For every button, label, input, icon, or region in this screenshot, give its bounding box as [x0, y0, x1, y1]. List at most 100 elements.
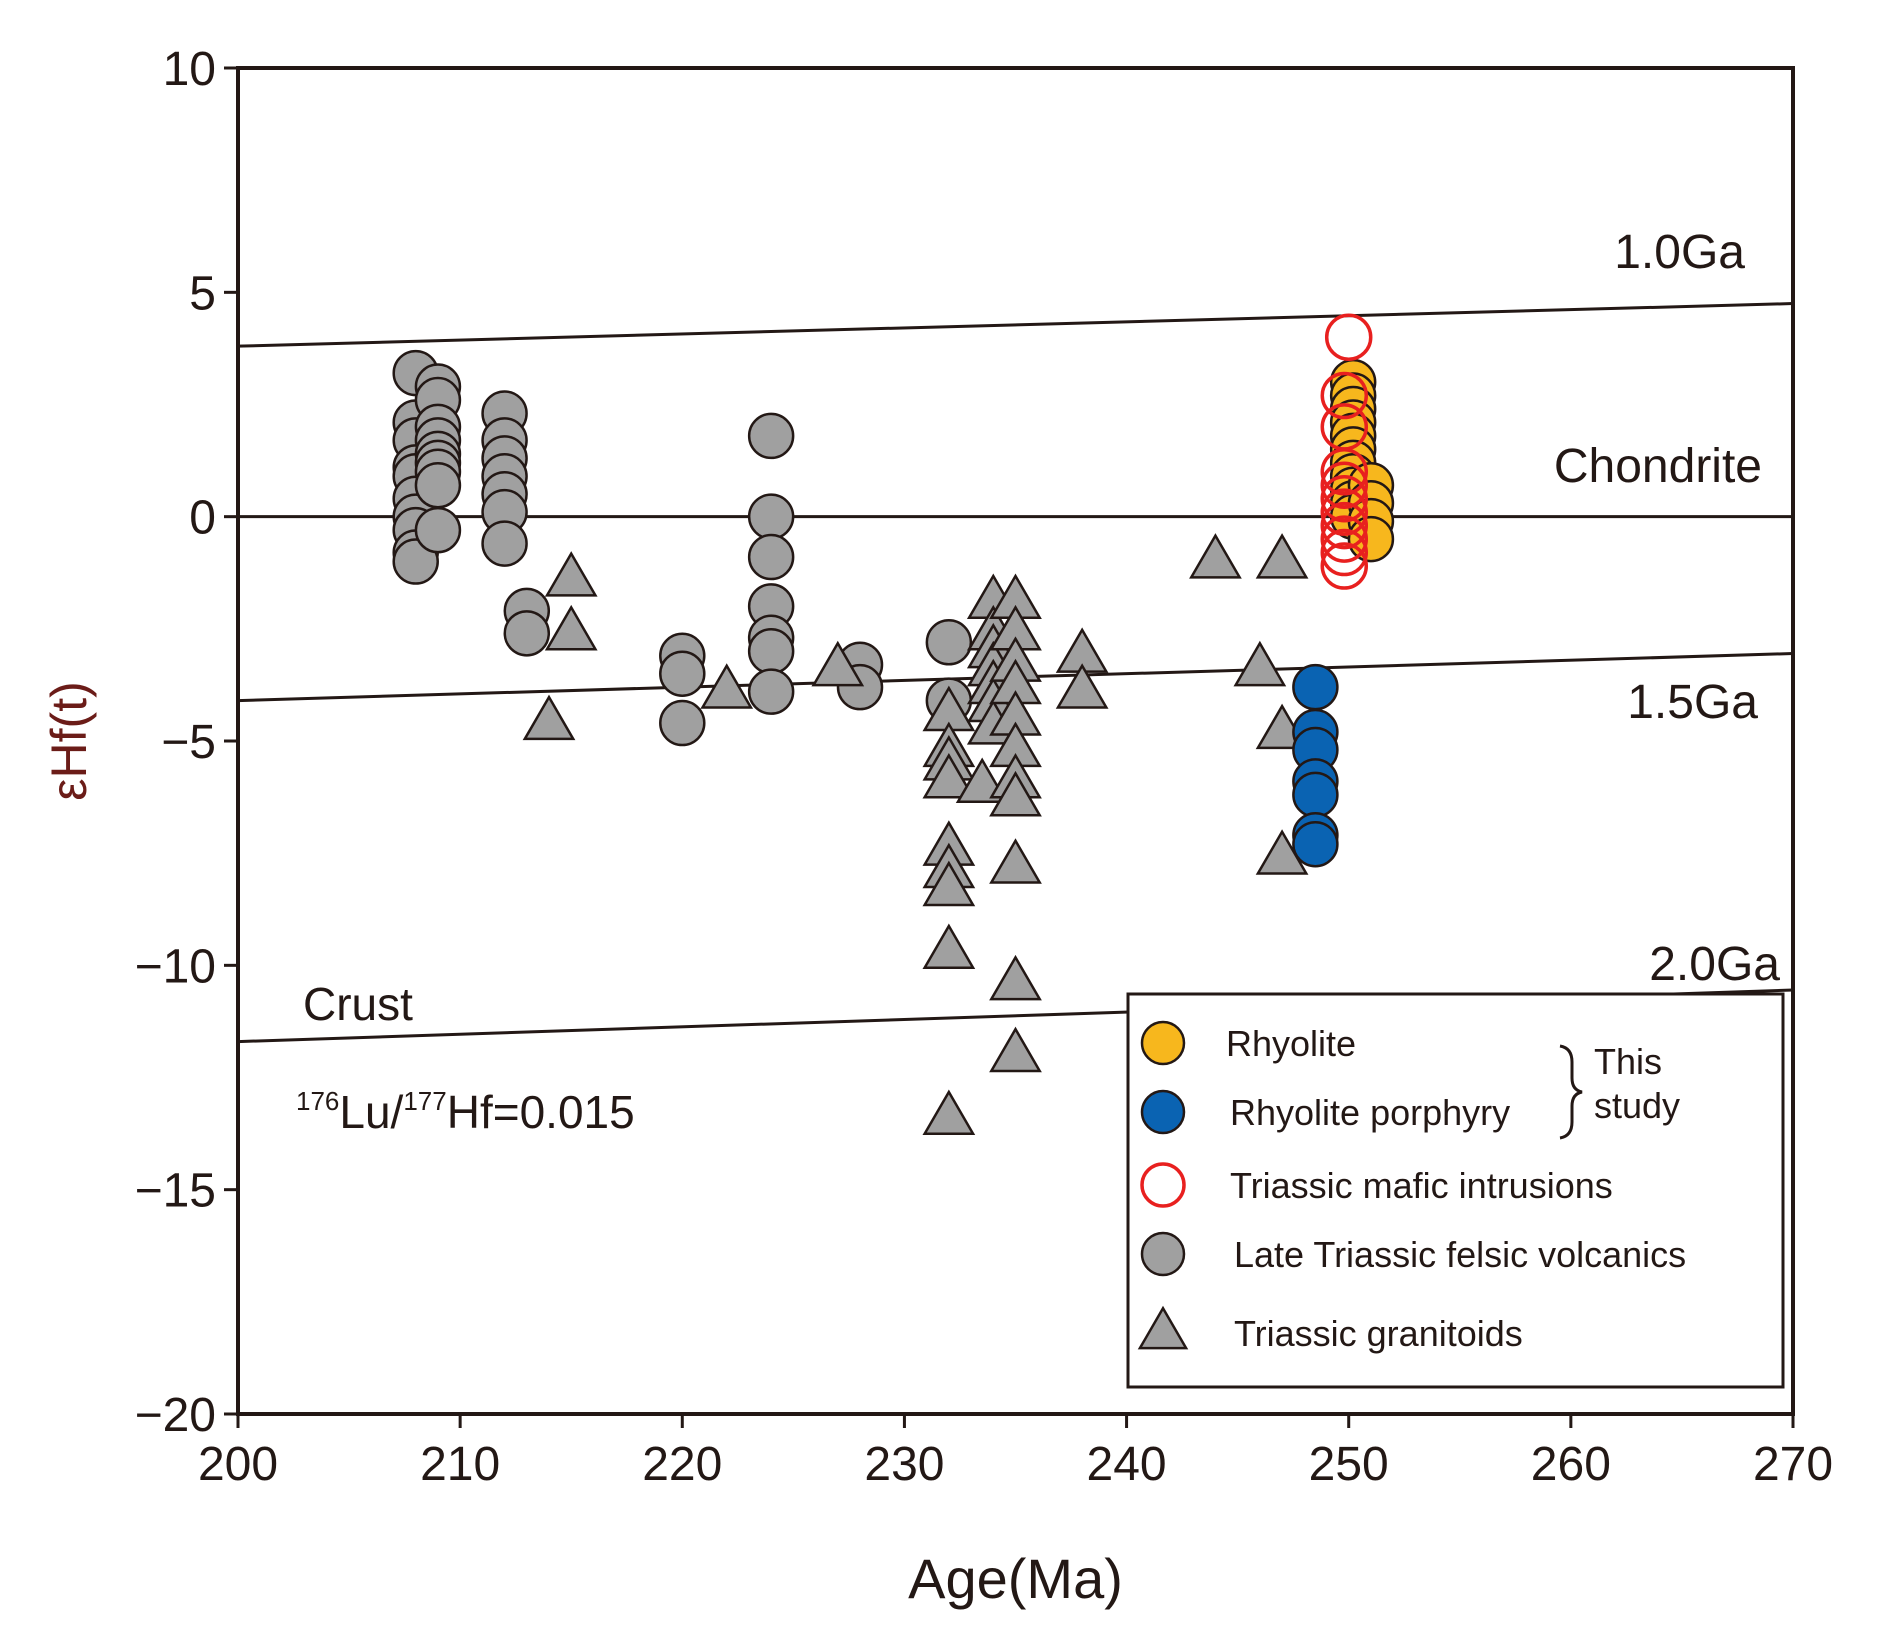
legend-label: Triassic mafic intrusions	[1230, 1165, 1613, 1206]
y-tick-label: −5	[161, 716, 216, 769]
triangle-point	[1055, 663, 1109, 709]
ratio-superscript-176: 176	[296, 1086, 339, 1116]
triangle-point	[922, 923, 976, 970]
circle-point	[659, 699, 706, 747]
legend-label: Rhyolite porphyry	[1230, 1092, 1510, 1133]
y-axis-label: εHf(t)	[41, 681, 97, 800]
legend: Rhyolite Rhyolite porphyry Triassic mafic …	[1126, 992, 1785, 1389]
legend-marker	[1140, 1089, 1186, 1135]
circle-point	[747, 412, 795, 460]
circle-point	[1320, 461, 1369, 510]
reference-line-labels: 1.0Ga Chondrite 1.5Ga 2.0Ga	[1554, 226, 1780, 991]
legend-group-label-line-1: This	[1594, 1041, 1662, 1082]
legend-marker	[1137, 1305, 1189, 1350]
circle-point	[1292, 820, 1339, 868]
series-group	[1320, 313, 1373, 590]
y-axis: 10 5 0 −5 −10 −15 −20	[135, 43, 238, 1442]
circle-point	[747, 493, 795, 540]
circle-point	[1320, 542, 1369, 590]
circle-point	[1320, 488, 1369, 536]
triangle-point	[700, 663, 754, 709]
legend-items: Rhyolite Rhyolite porphyry Triassic mafic …	[1137, 1020, 1686, 1354]
x-tick-label: 230	[864, 1438, 944, 1491]
reference-line	[237, 302, 1794, 348]
x-axis: 200 210 220 230 240 250 260 270	[198, 1414, 1833, 1491]
legend-box	[1126, 992, 1785, 1389]
triangle-point	[989, 770, 1042, 817]
y-tick-label: −20	[135, 1389, 216, 1442]
triangle-point	[1255, 533, 1309, 579]
triangle-point	[989, 838, 1042, 884]
reference-line-label: Chondrite	[1554, 440, 1762, 493]
reference-line-label: 2.0Ga	[1649, 938, 1780, 991]
triangle-point	[989, 954, 1042, 1001]
triangle-point	[544, 604, 598, 651]
crust-annotation: Crust	[303, 978, 413, 1030]
circle-point	[659, 650, 706, 697]
y-tick-label: −10	[135, 940, 216, 993]
circle-point	[747, 668, 795, 715]
circle-point	[414, 462, 462, 509]
circle-point	[1324, 313, 1373, 361]
circle-point	[1320, 501, 1369, 550]
triangle-point	[1233, 640, 1287, 687]
x-axis-label: Age(Ma)	[908, 1547, 1123, 1610]
circle-point	[1292, 771, 1339, 819]
x-tick-label: 220	[642, 1438, 722, 1491]
x-tick-label: 260	[1531, 1438, 1611, 1491]
circle-point	[414, 506, 462, 554]
circle-point	[1320, 448, 1369, 496]
legend-group-label-line-2: study	[1594, 1085, 1680, 1126]
series-group	[522, 533, 1309, 1136]
legend-brace	[1559, 1044, 1583, 1140]
triangle-point	[522, 694, 576, 741]
triangle-point	[922, 752, 976, 799]
circle-point	[392, 538, 439, 585]
x-tick-label: 240	[1087, 1438, 1167, 1491]
legend-label: Late Triassic felsic volcanics	[1234, 1234, 1686, 1275]
circle-point	[747, 628, 795, 675]
legend-marker	[1140, 1162, 1186, 1208]
circle-point	[1320, 515, 1369, 563]
circle-point	[1292, 663, 1339, 711]
circle-point	[503, 610, 551, 657]
legend-item: Triassic granitoids	[1137, 1305, 1523, 1354]
legend-item: Triassic mafic intrusions	[1140, 1162, 1613, 1208]
legend-label: Rhyolite	[1226, 1023, 1356, 1064]
x-tick-label: 200	[198, 1438, 278, 1491]
legend-item: Rhyolite	[1140, 1020, 1356, 1066]
y-tick-label: 10	[163, 43, 216, 96]
reference-line-label: 1.0Ga	[1614, 226, 1745, 279]
circle-point	[1320, 474, 1369, 523]
triangle-point	[1189, 533, 1242, 579]
legend-marker	[1140, 1020, 1186, 1066]
triangle-point	[989, 1026, 1042, 1073]
x-tick-label: 250	[1309, 1438, 1389, 1491]
triangle-point	[922, 1089, 976, 1136]
legend-item: Late Triassic felsic volcanics	[1140, 1231, 1686, 1277]
triangle-point	[544, 551, 598, 597]
legend-marker	[1140, 1231, 1186, 1277]
x-tick-label: 270	[1753, 1438, 1833, 1491]
circle-point	[747, 533, 795, 581]
circle-point	[1320, 528, 1369, 577]
triangle-point	[922, 860, 976, 907]
legend-item: Rhyolite porphyry	[1140, 1089, 1510, 1135]
y-tick-label: 5	[189, 267, 216, 320]
circle-point	[925, 619, 973, 666]
series-group	[392, 349, 973, 747]
legend-label: Triassic granitoids	[1234, 1313, 1523, 1354]
reference-line-label: 1.5Ga	[1627, 676, 1758, 729]
y-tick-label: −15	[135, 1165, 216, 1218]
circle-point	[1347, 515, 1395, 563]
ratio-superscript-177: 177	[403, 1086, 446, 1116]
circle-point	[1320, 371, 1369, 420]
series-group	[1292, 663, 1339, 868]
y-tick-label: 0	[189, 492, 216, 545]
triangle-point	[811, 640, 865, 687]
circle-point	[481, 520, 528, 567]
lu-hf-ratio-annotation: 176Lu/177Hf=0.015	[296, 1086, 635, 1138]
data-points	[392, 313, 1395, 1136]
x-tick-label: 210	[420, 1438, 500, 1491]
